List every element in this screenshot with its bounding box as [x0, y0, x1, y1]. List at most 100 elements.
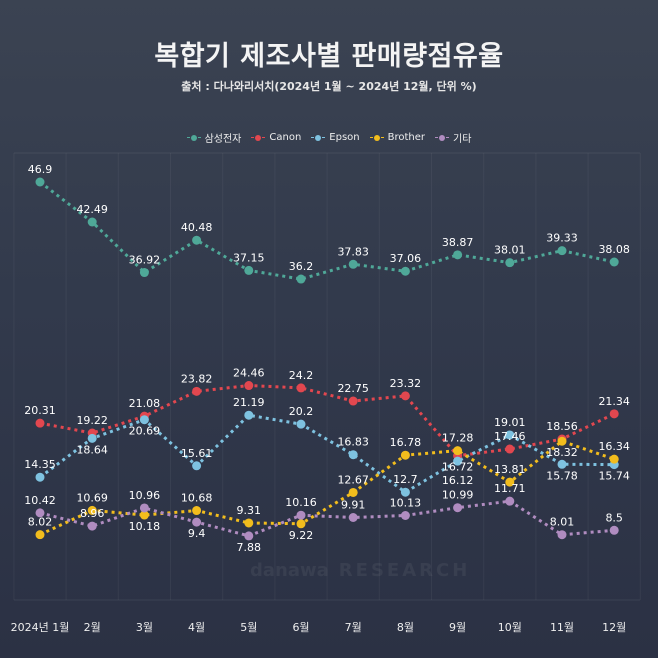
data-point[interactable]: [609, 409, 619, 419]
data-point[interactable]: [348, 396, 358, 406]
data-point[interactable]: [609, 257, 619, 267]
data-point[interactable]: [87, 505, 97, 515]
legend-marker-icon: [369, 134, 384, 141]
data-label: 21.19: [233, 396, 265, 409]
data-point[interactable]: [505, 477, 515, 487]
data-point[interactable]: [609, 525, 619, 535]
data-point[interactable]: [453, 250, 463, 260]
data-label: 9.31: [237, 504, 262, 517]
data-point[interactable]: [505, 258, 515, 268]
data-label: 9.22: [289, 529, 314, 542]
data-point[interactable]: [35, 530, 45, 540]
data-point[interactable]: [557, 530, 567, 540]
data-point[interactable]: [244, 410, 254, 420]
data-point[interactable]: [192, 386, 202, 396]
data-point[interactable]: [139, 415, 149, 425]
data-point[interactable]: [400, 266, 410, 276]
data-label: 18.32: [546, 446, 578, 459]
data-point[interactable]: [244, 531, 254, 541]
x-tick-label: 9월: [449, 621, 466, 634]
data-label: 9.91: [341, 498, 366, 511]
data-point[interactable]: [296, 510, 306, 520]
data-label: 12.67: [337, 473, 369, 486]
data-point[interactable]: [244, 381, 254, 391]
legend-label: 삼성전자: [204, 134, 242, 145]
data-point[interactable]: [35, 472, 45, 482]
data-point[interactable]: [505, 444, 515, 454]
data-point[interactable]: [192, 235, 202, 245]
data-point[interactable]: [192, 461, 202, 471]
data-label: 24.2: [289, 369, 314, 382]
watermark-line2: RESEARCH: [338, 560, 471, 581]
data-point[interactable]: [453, 456, 463, 466]
legend-item-0[interactable]: 삼성전자: [186, 130, 242, 145]
data-point[interactable]: [557, 459, 567, 469]
data-point[interactable]: [35, 508, 45, 518]
legend-item-1[interactable]: Canon: [251, 130, 301, 145]
data-point[interactable]: [557, 436, 567, 446]
data-label: 23.32: [390, 377, 422, 390]
data-label: 8.96: [80, 507, 105, 520]
data-point[interactable]: [139, 268, 149, 278]
data-label: 20.31: [24, 404, 56, 417]
legend-label: Epson: [329, 132, 360, 143]
legend-marker-icon: [186, 134, 201, 141]
data-point[interactable]: [192, 517, 202, 527]
data-point[interactable]: [139, 510, 149, 520]
data-label: 18.64: [76, 443, 108, 456]
data-label: 10.16: [285, 496, 317, 509]
data-label: 17.46: [494, 430, 526, 443]
data-point[interactable]: [400, 487, 410, 497]
data-point[interactable]: [87, 521, 97, 531]
legend-item-4[interactable]: 기타: [435, 130, 471, 145]
legend-label: Brother: [387, 132, 426, 143]
data-label: 38.87: [442, 236, 474, 249]
data-point[interactable]: [192, 506, 202, 516]
data-point[interactable]: [453, 446, 463, 456]
data-point[interactable]: [296, 419, 306, 429]
series-line-0: [39, 180, 615, 281]
data-point[interactable]: [296, 519, 306, 529]
legend-item-3[interactable]: Brother: [369, 130, 426, 145]
data-point[interactable]: [348, 259, 358, 269]
data-label: 16.83: [337, 436, 369, 449]
data-point[interactable]: [348, 512, 358, 522]
data-point[interactable]: [609, 454, 619, 464]
data-point[interactable]: [400, 511, 410, 521]
data-point[interactable]: [296, 383, 306, 393]
data-point[interactable]: [348, 487, 358, 497]
data-label: 10.99: [442, 489, 474, 502]
data-point[interactable]: [505, 430, 515, 440]
data-point[interactable]: [400, 450, 410, 460]
data-label: 38.01: [494, 244, 526, 257]
data-label: 18.56: [546, 420, 578, 433]
data-point[interactable]: [139, 503, 149, 513]
data-label: 10.18: [129, 520, 161, 533]
x-tick-label: 2월: [84, 621, 101, 634]
watermark-line1: danawa: [250, 560, 329, 581]
data-point[interactable]: [87, 433, 97, 443]
x-tick-label: 12월: [602, 621, 626, 634]
data-point[interactable]: [296, 274, 306, 284]
data-point[interactable]: [244, 265, 254, 275]
data-point[interactable]: [505, 496, 515, 506]
x-tick-label: 10월: [498, 621, 522, 634]
data-label: 10.96: [129, 489, 161, 502]
data-point[interactable]: [557, 246, 567, 256]
data-label: 24.46: [233, 367, 265, 380]
data-label: 42.49: [76, 203, 108, 216]
data-point[interactable]: [244, 518, 254, 528]
x-tick-label: 11월: [550, 621, 574, 634]
data-label: 40.48: [181, 221, 213, 234]
data-label: 21.34: [598, 395, 630, 408]
data-point[interactable]: [35, 418, 45, 428]
x-tick-label: 6월: [292, 621, 309, 634]
data-label: 15.78: [546, 469, 578, 482]
data-point[interactable]: [35, 177, 45, 187]
legend-item-2[interactable]: Epson: [311, 130, 360, 145]
watermark: danawa RESEARCH: [250, 560, 470, 581]
data-point[interactable]: [400, 391, 410, 401]
data-point[interactable]: [453, 503, 463, 513]
data-point[interactable]: [348, 450, 358, 460]
data-point[interactable]: [87, 217, 97, 227]
